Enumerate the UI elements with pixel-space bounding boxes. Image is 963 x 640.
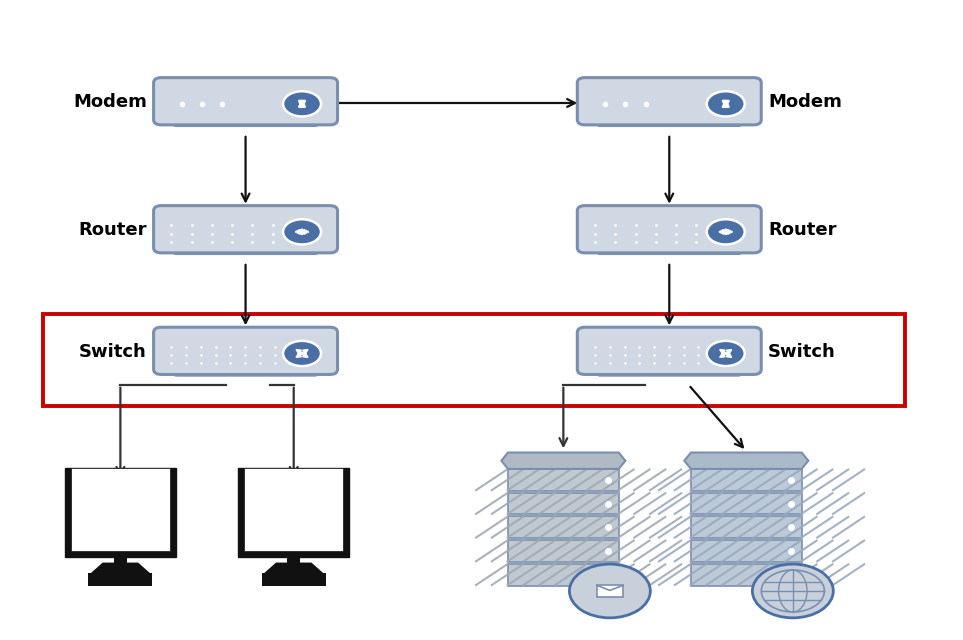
FancyBboxPatch shape [173, 243, 318, 254]
FancyBboxPatch shape [173, 364, 318, 376]
FancyBboxPatch shape [691, 469, 802, 491]
Circle shape [707, 220, 744, 244]
Circle shape [707, 92, 744, 116]
FancyBboxPatch shape [89, 573, 152, 586]
Polygon shape [502, 452, 625, 469]
Text: Switch: Switch [768, 343, 836, 361]
FancyBboxPatch shape [691, 564, 802, 586]
FancyBboxPatch shape [691, 493, 802, 515]
FancyBboxPatch shape [154, 327, 338, 374]
FancyBboxPatch shape [173, 115, 318, 126]
FancyBboxPatch shape [577, 77, 762, 125]
FancyBboxPatch shape [239, 468, 350, 557]
Text: Router: Router [768, 221, 837, 239]
FancyBboxPatch shape [691, 516, 802, 538]
Polygon shape [262, 563, 325, 575]
FancyBboxPatch shape [154, 205, 338, 253]
Polygon shape [685, 452, 808, 469]
Text: Modem: Modem [768, 93, 842, 111]
FancyBboxPatch shape [597, 364, 742, 376]
FancyBboxPatch shape [508, 564, 619, 586]
Text: Modem: Modem [73, 93, 147, 111]
FancyBboxPatch shape [245, 468, 343, 551]
Circle shape [283, 341, 321, 366]
Text: Switch: Switch [79, 343, 147, 361]
FancyBboxPatch shape [71, 468, 169, 551]
FancyBboxPatch shape [114, 554, 127, 573]
Circle shape [283, 92, 321, 116]
FancyBboxPatch shape [154, 77, 338, 125]
FancyBboxPatch shape [508, 469, 619, 491]
FancyBboxPatch shape [508, 493, 619, 515]
FancyBboxPatch shape [577, 205, 762, 253]
Polygon shape [89, 563, 152, 575]
Circle shape [707, 341, 744, 366]
FancyBboxPatch shape [262, 573, 325, 586]
FancyBboxPatch shape [508, 516, 619, 538]
FancyBboxPatch shape [597, 115, 742, 126]
Circle shape [283, 220, 321, 244]
FancyBboxPatch shape [65, 468, 175, 557]
FancyBboxPatch shape [691, 540, 802, 562]
FancyBboxPatch shape [508, 540, 619, 562]
Text: Router: Router [78, 221, 147, 239]
FancyBboxPatch shape [287, 554, 300, 573]
FancyBboxPatch shape [597, 586, 623, 596]
FancyBboxPatch shape [597, 243, 742, 254]
Circle shape [752, 564, 833, 618]
Circle shape [569, 564, 650, 618]
FancyBboxPatch shape [577, 327, 762, 374]
